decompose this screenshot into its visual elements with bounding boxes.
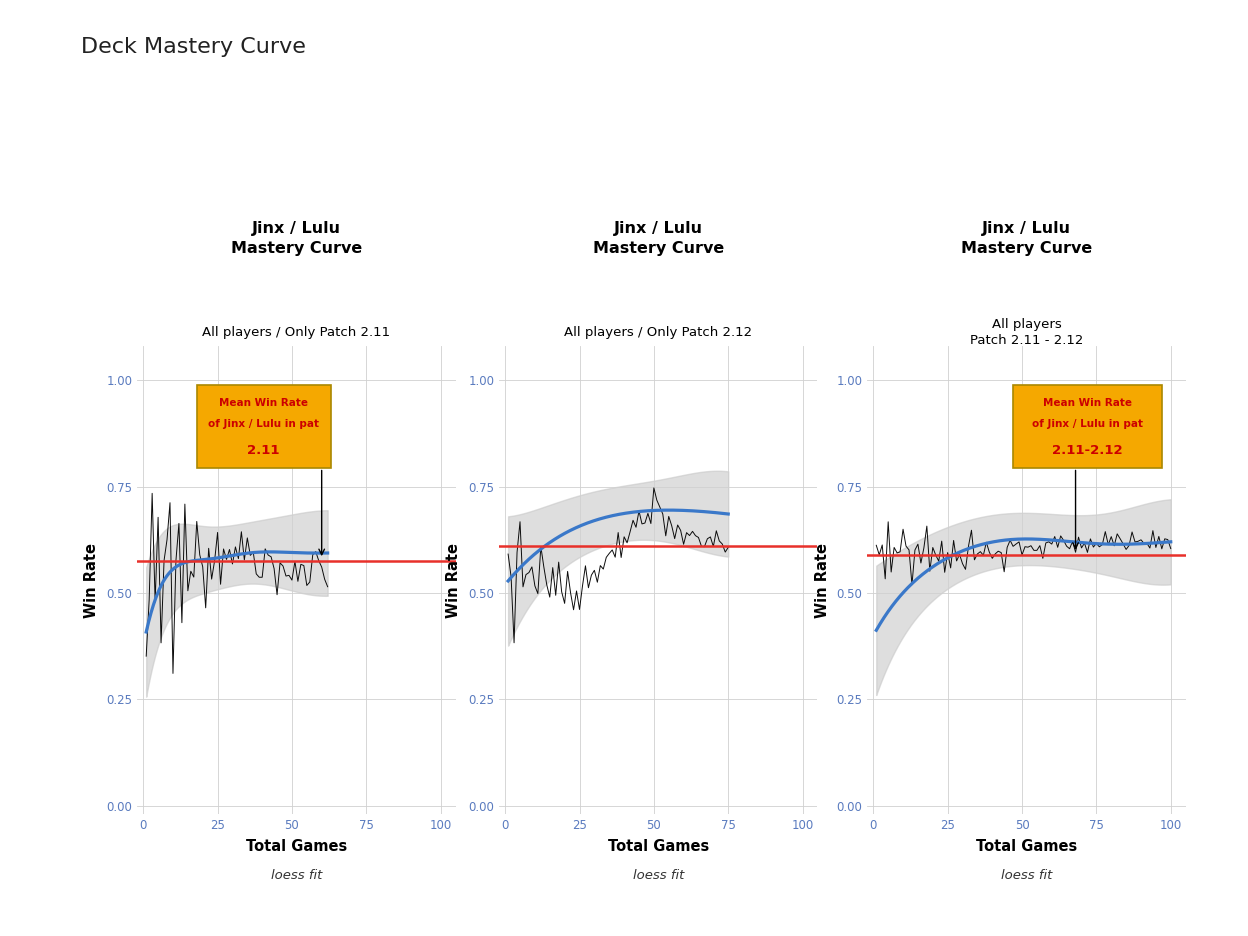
Text: All players
Patch 2.11 - 2.12: All players Patch 2.11 - 2.12 [970,318,1083,346]
Text: loess fit: loess fit [633,869,684,882]
Text: 2.11: 2.11 [247,445,280,458]
Text: Jinx / Lulu
Mastery Curve: Jinx / Lulu Mastery Curve [593,221,724,256]
Text: All players / Only Patch 2.11: All players / Only Patch 2.11 [202,326,391,339]
Text: Jinx / Lulu
Mastery Curve: Jinx / Lulu Mastery Curve [961,221,1092,256]
Y-axis label: Win Rate: Win Rate [85,543,100,618]
Text: All players / Only Patch 2.12: All players / Only Patch 2.12 [564,326,753,339]
Text: loess fit: loess fit [1001,869,1052,882]
X-axis label: Total Games: Total Games [246,840,347,855]
FancyBboxPatch shape [1013,385,1162,468]
FancyBboxPatch shape [197,385,331,468]
Text: of Jinx / Lulu in pat: of Jinx / Lulu in pat [1032,419,1143,430]
Text: Jinx / Lulu
Mastery Curve: Jinx / Lulu Mastery Curve [231,221,362,256]
Text: 2.11-2.12: 2.11-2.12 [1052,445,1123,458]
Text: Mean Win Rate: Mean Win Rate [1043,398,1132,408]
Text: loess fit: loess fit [271,869,322,882]
Y-axis label: Win Rate: Win Rate [447,543,462,618]
Text: Deck Mastery Curve: Deck Mastery Curve [81,37,306,57]
X-axis label: Total Games: Total Games [608,840,709,855]
Y-axis label: Win Rate: Win Rate [815,543,830,618]
Text: Mean Win Rate: Mean Win Rate [220,398,308,408]
X-axis label: Total Games: Total Games [976,840,1077,855]
Text: of Jinx / Lulu in pat: of Jinx / Lulu in pat [208,419,319,430]
